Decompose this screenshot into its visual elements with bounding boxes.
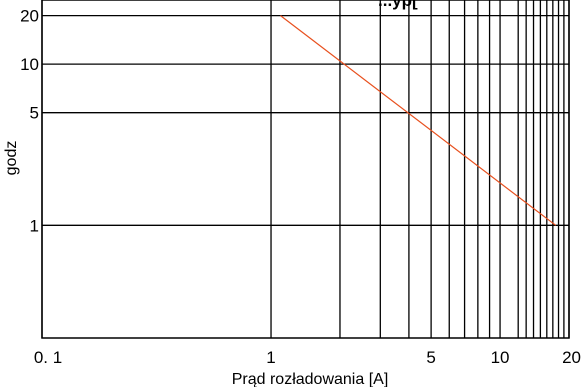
x-tick-label: 0. 1 [34,348,62,367]
y-tick-label: 1 [30,216,39,235]
plot-frame [41,0,570,339]
series-line [280,15,557,226]
x-tick-label: 10 [491,348,510,367]
y-tick-label: 5 [30,104,39,123]
y-tick-label: 10 [20,55,39,74]
grid [41,0,570,339]
x-axis-title: Prąd rozładowania [A] [232,371,389,387]
series-lines [280,15,557,226]
x-tick-labels: 0. 1 1 5 10 20 [34,348,581,367]
chart-title: ...ýp[ [378,0,418,10]
y-tick-labels: 1 5 10 20 [20,7,39,236]
y-tick-label: 20 [20,7,39,26]
x-tick-label: 5 [426,348,435,367]
x-tick-label: 1 [266,348,275,367]
y-axis-title: godz [3,141,20,176]
x-tick-label: 20 [562,348,581,367]
